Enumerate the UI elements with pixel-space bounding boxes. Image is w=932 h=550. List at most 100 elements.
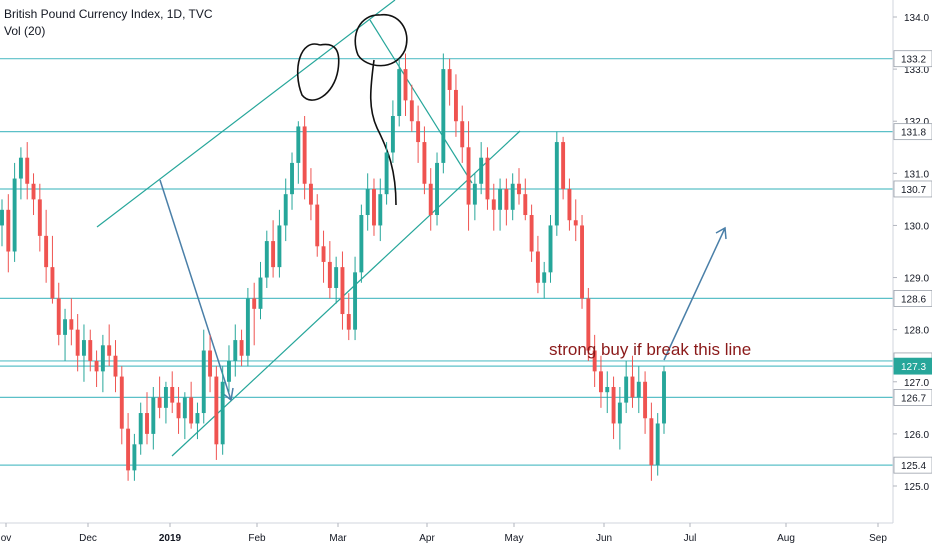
candle <box>245 287 250 367</box>
level-badge: 128.6 <box>893 289 932 307</box>
level-badge-label: 133.2 <box>901 55 926 66</box>
candle <box>327 241 332 299</box>
candle <box>182 392 187 440</box>
candle <box>189 381 194 429</box>
candle <box>428 168 433 231</box>
y-tick-label: 126.0 <box>904 430 929 441</box>
x-tick-label: Jul <box>684 533 697 544</box>
candle <box>580 215 584 309</box>
level-badge-label: 125.4 <box>901 461 926 472</box>
candle <box>119 366 124 445</box>
x-tick-label: May <box>505 533 524 544</box>
candle <box>302 116 307 200</box>
y-tick-label: 134.0 <box>904 13 929 24</box>
handdrawn-circle-right <box>354 14 408 206</box>
candle <box>359 204 364 283</box>
candle <box>321 230 326 283</box>
candle <box>75 314 80 372</box>
candle <box>485 147 490 210</box>
candle <box>138 402 143 455</box>
chart-header: British Pound Currency Index, 1D, TVC Vo… <box>4 6 213 40</box>
candle <box>573 199 578 242</box>
candle <box>542 261 547 299</box>
candle <box>82 324 86 382</box>
candle <box>176 386 181 434</box>
x-tick-label: 2019 <box>159 533 182 544</box>
candle <box>12 162 17 262</box>
candle <box>88 329 93 372</box>
candle <box>453 74 458 137</box>
candle <box>384 142 389 205</box>
level-badge: 130.7 <box>893 180 932 198</box>
candle <box>227 345 231 393</box>
candle <box>340 251 345 330</box>
level-badge: 133.2 <box>893 50 932 68</box>
x-tick-label: ov <box>1 533 12 544</box>
candle <box>113 340 118 393</box>
candle <box>334 256 339 304</box>
candle <box>649 402 654 481</box>
candle <box>447 58 452 106</box>
y-tick-label: 128.0 <box>904 326 929 337</box>
candle <box>208 334 213 393</box>
chart-title: British Pound Currency Index, 1D, TVC <box>4 7 213 21</box>
candle <box>126 413 131 481</box>
y-tick-label: 130.0 <box>904 221 929 232</box>
candle <box>624 360 629 414</box>
candle <box>271 220 276 278</box>
candle <box>157 376 162 419</box>
candle <box>523 178 528 221</box>
candle <box>0 199 4 247</box>
x-tick-label: Aug <box>777 533 795 544</box>
level-badge-label: 126.7 <box>901 393 926 404</box>
candle <box>655 413 660 476</box>
candle <box>277 209 282 278</box>
candle <box>643 371 648 434</box>
candle <box>264 230 269 288</box>
candle <box>529 204 534 262</box>
candle <box>315 194 320 257</box>
candle <box>567 178 572 231</box>
candle <box>617 386 622 450</box>
candle <box>586 287 591 361</box>
candlestick-series <box>0 53 666 481</box>
y-tick-label: 127.0 <box>904 378 929 389</box>
y-tick-label: 131.0 <box>904 169 929 180</box>
candle <box>517 168 521 205</box>
candle <box>37 183 42 252</box>
candle <box>296 121 301 184</box>
candle <box>63 308 68 361</box>
candle <box>548 215 553 283</box>
candle <box>56 282 61 346</box>
level-badge-label: 127.3 <box>901 362 926 373</box>
down-arrow <box>159 179 234 402</box>
candle <box>44 209 49 283</box>
candle <box>504 178 509 226</box>
candle <box>460 105 465 163</box>
candle <box>630 355 635 408</box>
x-tick-label: Apr <box>419 533 435 544</box>
y-tick-label: 129.0 <box>904 274 929 285</box>
candle <box>50 235 55 304</box>
candle <box>554 131 559 236</box>
candle <box>491 183 496 231</box>
candle <box>195 402 200 440</box>
candle <box>561 136 566 200</box>
candle <box>100 334 105 393</box>
candle <box>435 152 439 226</box>
volume-indicator-label: Vol (20) <box>4 24 46 38</box>
candle <box>31 173 36 216</box>
channel-lower-line <box>171 130 521 457</box>
candle <box>605 371 610 414</box>
level-badge-label: 130.7 <box>901 185 926 196</box>
x-tick-label: Jun <box>596 533 612 544</box>
time-axis: ov Dec 2019 Feb Mar Apr May Jun Jul Aug Sep <box>0 522 893 544</box>
x-tick-label: Mar <box>329 533 347 544</box>
candle <box>132 433 137 481</box>
y-tick-label: 133.0 <box>904 65 929 76</box>
chart-drawings <box>96 0 727 457</box>
candle <box>94 350 99 387</box>
candle <box>365 173 370 231</box>
candle <box>466 121 471 231</box>
